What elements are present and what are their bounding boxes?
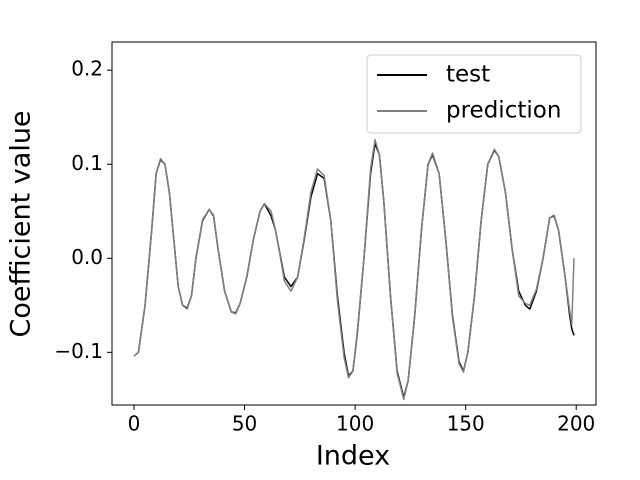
x-tick-label: 100 [336, 412, 374, 436]
plot-frame [111, 41, 597, 406]
y-axis-label: Coefficient value [6, 110, 37, 337]
legend-label: test [446, 62, 490, 88]
x-axis-label: Index [316, 441, 390, 472]
legend-label: prediction [446, 98, 561, 124]
x-tick-label: 50 [232, 412, 257, 436]
x-tick-label: 200 [557, 412, 595, 436]
y-tick-label: 0.2 [71, 57, 103, 81]
y-tick-label: 0.1 [71, 151, 103, 175]
x-tick-label: 150 [447, 412, 485, 436]
y-tick-label: −0.1 [54, 339, 103, 363]
y-tick-label: 0.0 [71, 245, 103, 269]
data-line [133, 139, 575, 401]
x-tick-label: 0 [128, 412, 141, 436]
